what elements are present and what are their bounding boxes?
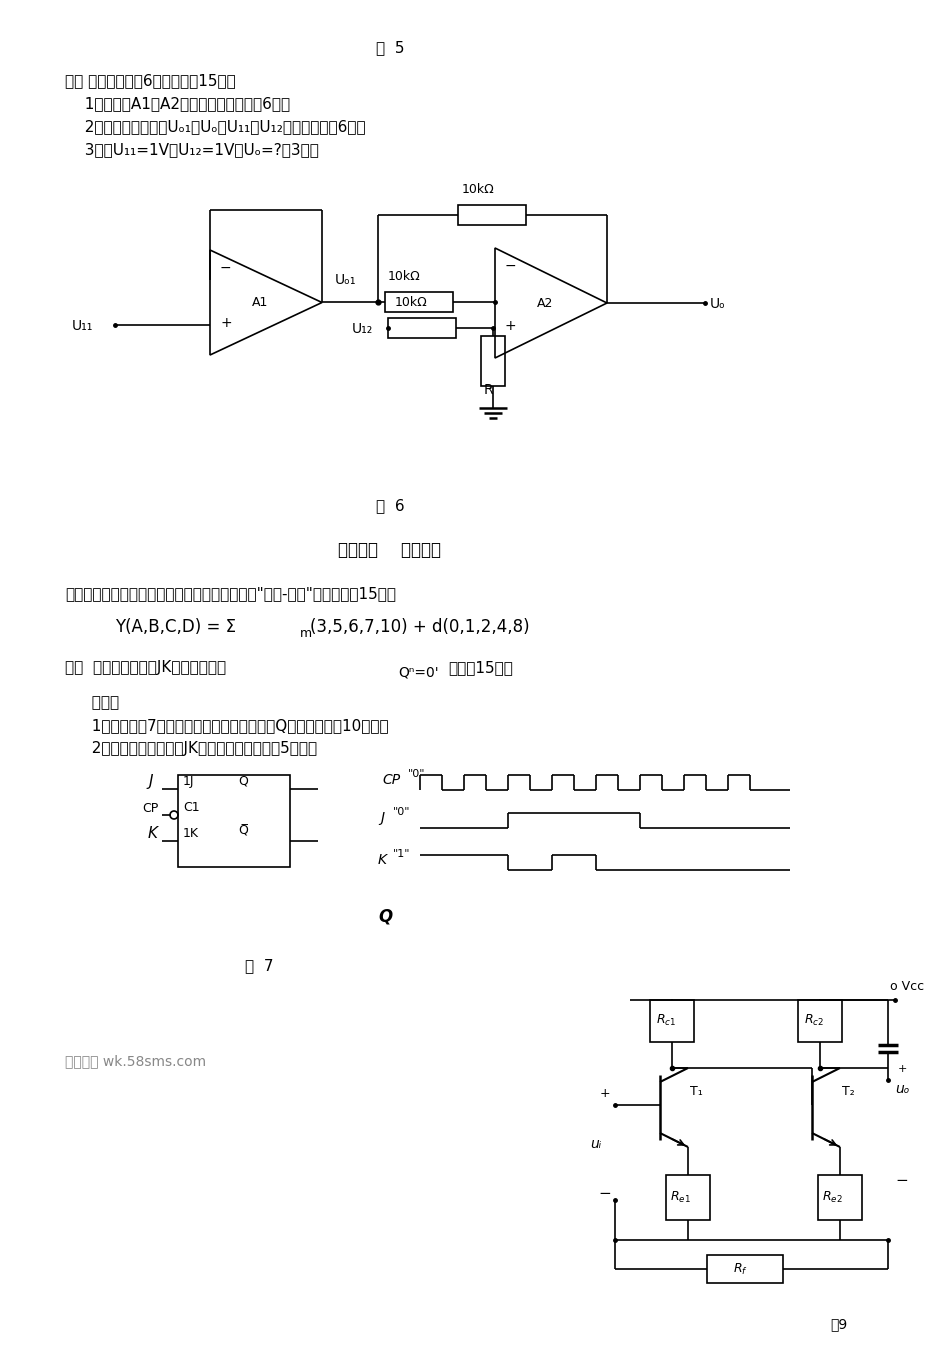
Text: "1": "1"	[393, 849, 410, 859]
Text: +: +	[898, 1063, 907, 1074]
Text: 10kΩ: 10kΩ	[388, 271, 421, 283]
Text: 2、写出负边沿触发的JK触发器的特性方程（5分）。: 2、写出负边沿触发的JK触发器的特性方程（5分）。	[82, 742, 317, 756]
Text: CP: CP	[142, 802, 159, 814]
Bar	[481, 336, 505, 386]
Bar	[458, 205, 526, 225]
Text: （本题15分）: （本题15分）	[448, 660, 513, 674]
Bar	[178, 775, 290, 867]
Text: J: J	[380, 812, 384, 825]
Text: 五八文库 wk.58sms.com: 五八文库 wk.58sms.com	[65, 1054, 206, 1067]
Text: $R_{e2}$: $R_{e2}$	[822, 1190, 843, 1205]
Bar	[666, 1175, 710, 1219]
Text: $R_{c2}$: $R_{c2}$	[804, 1014, 824, 1028]
Text: −: −	[505, 258, 517, 273]
Text: "0": "0"	[393, 808, 410, 817]
Text: +: +	[220, 316, 232, 330]
Text: 10kΩ: 10kΩ	[462, 183, 495, 197]
Text: $R_{c1}$: $R_{c1}$	[656, 1014, 676, 1028]
Text: Qⁿ=0': Qⁿ=0'	[398, 666, 439, 680]
Text: R: R	[484, 384, 494, 397]
Text: A1: A1	[252, 296, 268, 310]
Text: uᵢ: uᵢ	[590, 1137, 601, 1151]
Text: "0": "0"	[408, 769, 426, 779]
Text: uₒ: uₒ	[895, 1082, 909, 1096]
Text: $R_f$: $R_f$	[733, 1263, 748, 1277]
Text: 1、请指出A1与A2是什么运算电路？（6分）: 1、请指出A1与A2是什么运算电路？（6分）	[75, 96, 290, 110]
Text: 2、试写出输出电压Uₒ₁、Uₒ与U₁₁、U₁₂的关系式。（6分）: 2、试写出输出电压Uₒ₁、Uₒ与U₁₁、U₁₂的关系式。（6分）	[75, 118, 366, 135]
Bar	[385, 292, 453, 312]
Text: 六、用卡诺图化简下列逻辑函数，并写成最简的"与非-与非"形式（本题15分）: 六、用卡诺图化简下列逻辑函数，并写成最简的"与非-与非"形式（本题15分）	[65, 586, 396, 602]
Text: 3、若U₁₁=1V，U₁₂=1V，Uₒ=?（3分）: 3、若U₁₁=1V，U₁₂=1V，Uₒ=?（3分）	[75, 141, 319, 157]
Text: +: +	[600, 1088, 611, 1100]
Bar	[818, 1175, 862, 1219]
Bar	[388, 318, 456, 338]
Text: 七、  设负边沿触发的JK触发器的初态: 七、 设负边沿触发的JK触发器的初态	[65, 660, 226, 674]
Text: $R_{e1}$: $R_{e1}$	[670, 1190, 691, 1205]
Text: Uₒ₁: Uₒ₁	[335, 273, 356, 287]
Text: −: −	[598, 1186, 611, 1201]
Text: 第二部分    数字部分: 第二部分 数字部分	[338, 541, 442, 559]
Text: +: +	[505, 319, 517, 332]
Text: 图  5: 图 5	[376, 40, 405, 55]
Text: (3,5,6,7,10) + d(0,1,2,4,8): (3,5,6,7,10) + d(0,1,2,4,8)	[310, 618, 530, 637]
Text: J: J	[148, 774, 153, 789]
Text: T₂: T₂	[842, 1085, 855, 1098]
Text: m: m	[300, 627, 313, 639]
Text: U₁₁: U₁₁	[72, 319, 93, 332]
Text: A2: A2	[537, 297, 553, 310]
Text: −: −	[895, 1172, 908, 1189]
Text: 图  7: 图 7	[245, 958, 274, 973]
Text: Q: Q	[378, 909, 392, 926]
Bar	[798, 1000, 842, 1042]
Text: −: −	[220, 261, 232, 275]
Text: 图9: 图9	[830, 1316, 847, 1331]
Text: Q̅: Q̅	[238, 824, 248, 837]
Text: CP: CP	[382, 773, 400, 787]
Text: 要求：: 要求：	[82, 695, 119, 709]
Bar	[650, 1000, 694, 1042]
Text: 10kΩ: 10kΩ	[395, 296, 428, 310]
Text: 1K: 1K	[183, 826, 199, 840]
Text: 五、 运放电路如图6所示（本题15分）: 五、 运放电路如图6所示（本题15分）	[65, 73, 236, 87]
Text: 1、试画出图7所示输入信号作用下，触发器Q的工作波形（10分）；: 1、试画出图7所示输入信号作用下，触发器Q的工作波形（10分）；	[82, 717, 389, 734]
Text: Uₒ: Uₒ	[710, 297, 726, 311]
Text: K: K	[378, 853, 388, 867]
Text: K: K	[148, 826, 158, 841]
Text: o Vᴄᴄ: o Vᴄᴄ	[890, 980, 924, 993]
Text: 图  6: 图 6	[375, 498, 405, 513]
Text: Q: Q	[238, 775, 248, 787]
Text: T₁: T₁	[690, 1085, 703, 1098]
Text: U₁₂: U₁₂	[352, 322, 373, 336]
Text: 1J: 1J	[183, 775, 195, 787]
Bar	[707, 1254, 783, 1283]
Text: Y(A,B,C,D) = Σ: Y(A,B,C,D) = Σ	[115, 618, 237, 637]
Text: C1: C1	[183, 801, 199, 814]
